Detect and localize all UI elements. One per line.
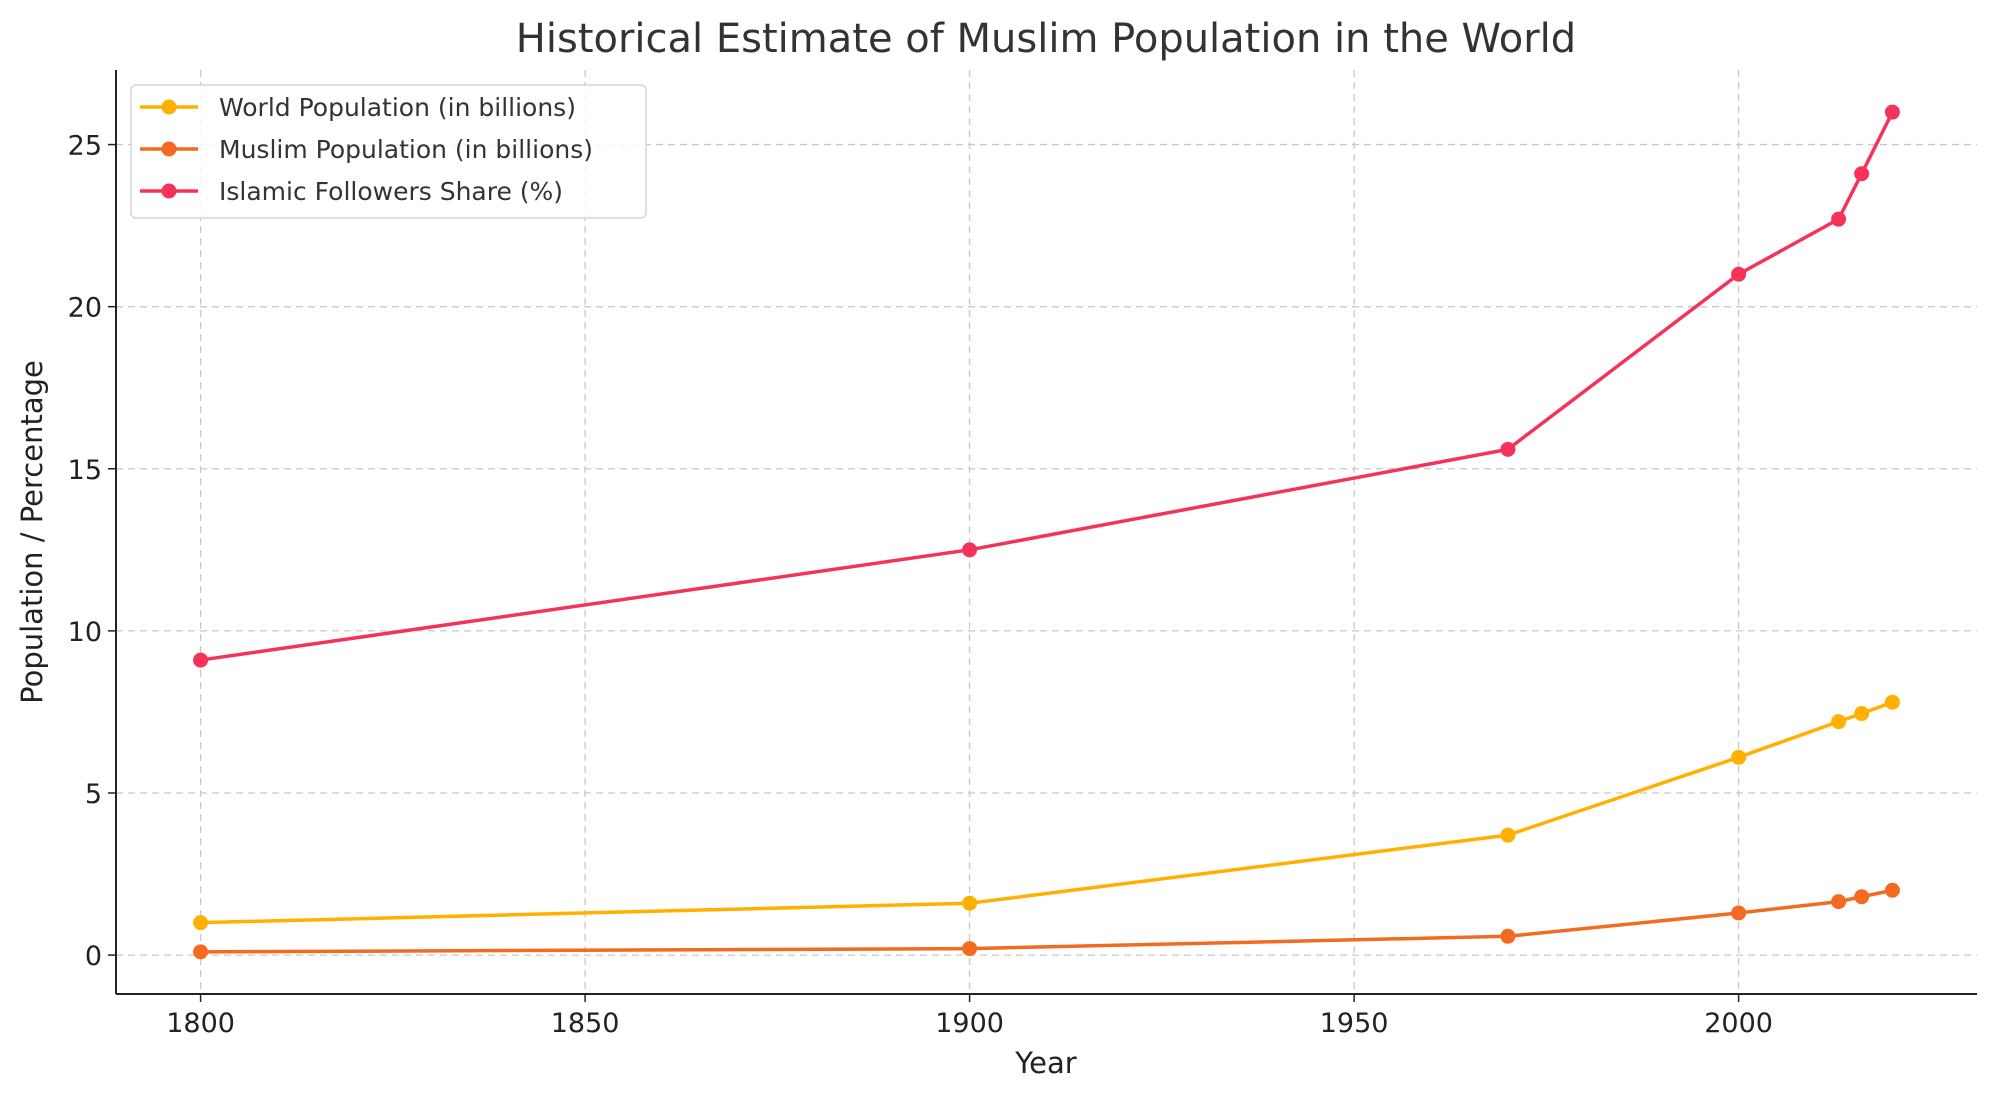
data-point <box>1854 706 1870 722</box>
grid <box>116 70 1977 994</box>
y-tick-label: 25 <box>68 131 102 162</box>
x-tick-label: 1950 <box>1320 1008 1389 1039</box>
data-point <box>193 652 209 668</box>
data-point <box>193 944 209 960</box>
legend-marker <box>161 99 177 115</box>
x-axis-label: Year <box>1014 1046 1076 1080</box>
series-line <box>200 700 1894 925</box>
data-point <box>1831 894 1847 910</box>
data-point <box>1884 882 1900 898</box>
series-line <box>200 888 1893 954</box>
data-point <box>1731 749 1747 765</box>
data-point <box>962 895 978 911</box>
x-tick-label: 1850 <box>551 1008 620 1039</box>
y-tick-label: 0 <box>85 941 102 972</box>
x-tick-label: 1800 <box>166 1008 235 1039</box>
legend-label: World Population (in billions) <box>219 93 576 122</box>
axes: 1800 1850 1900 1950 2000 0 5 10 15 20 25 <box>68 70 1977 1039</box>
y-tick-label: 10 <box>68 617 102 648</box>
legend: World Population (in billions) Muslim Pop… <box>130 84 647 219</box>
data-point <box>193 915 209 931</box>
y-axis-label: Population / Percentage <box>15 360 49 704</box>
data-point <box>1831 211 1847 227</box>
x-tick-label: 1900 <box>935 1008 1004 1039</box>
series-0 <box>193 694 1900 931</box>
legend-label: Muslim Population (in billions) <box>219 135 593 164</box>
y-tick-label: 20 <box>68 293 102 324</box>
data-point <box>1500 928 1516 944</box>
data-point <box>1500 441 1516 457</box>
legend-marker <box>161 183 177 199</box>
data-point <box>962 941 978 957</box>
data-point <box>1731 266 1747 282</box>
series-1 <box>193 882 1900 960</box>
data-point <box>962 542 978 558</box>
series-group <box>193 104 1900 960</box>
chart-title: Historical Estimate of Muslim Population… <box>516 16 1576 62</box>
legend-marker <box>161 141 177 157</box>
legend-label: Islamic Followers Share (%) <box>219 177 563 206</box>
data-point <box>1854 889 1870 905</box>
y-tick-label: 15 <box>68 455 102 486</box>
data-point <box>1884 104 1900 120</box>
data-point <box>1884 694 1900 710</box>
x-tick-label: 2000 <box>1704 1008 1773 1039</box>
data-point <box>1831 714 1847 730</box>
data-point <box>1500 827 1516 843</box>
legend-box <box>130 84 647 219</box>
y-tick-label: 5 <box>85 779 102 810</box>
series-2 <box>193 104 1900 668</box>
data-point <box>1731 905 1747 921</box>
data-point <box>1854 166 1870 182</box>
